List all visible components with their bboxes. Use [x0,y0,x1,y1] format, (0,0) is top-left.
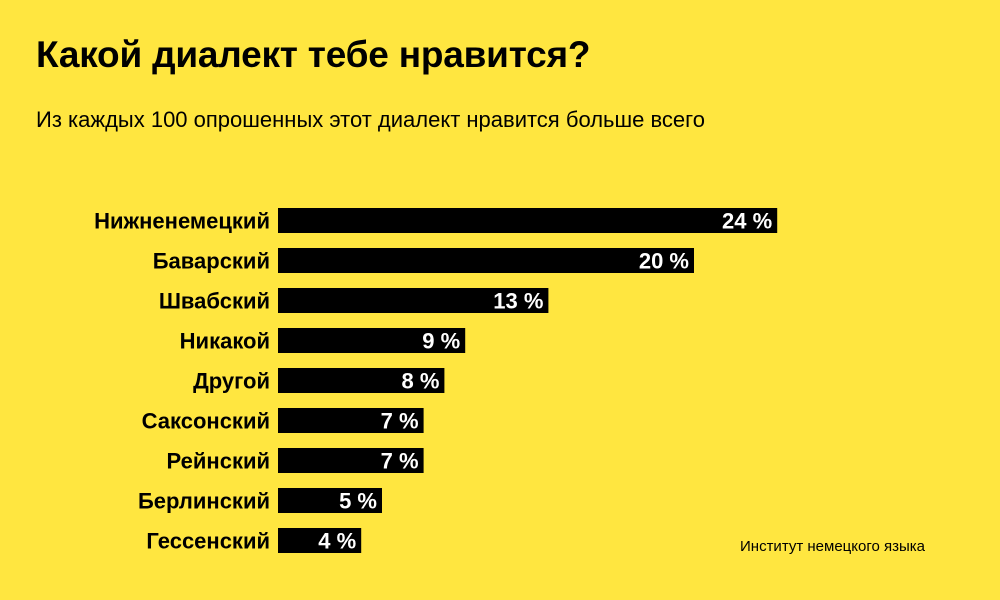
bar [278,448,424,473]
category-label: Никакой [180,329,270,354]
bar [278,368,445,393]
category-label: Швабский [159,289,270,314]
category-label: Саксонский [142,409,270,434]
bar [278,528,362,553]
category-label: Нижненемецкий [94,209,270,234]
bar [278,248,694,273]
bar [278,488,382,513]
source-credit: Институт немецкого языка [740,538,926,555]
value-label: 9 % [422,329,460,354]
bar [278,288,549,313]
value-label: 5 % [339,489,377,514]
value-label: 8 % [401,369,439,394]
value-label: 24 % [722,209,772,234]
category-label: Баварский [153,249,270,274]
category-label: Другой [193,369,270,394]
bar [278,328,466,353]
bar [278,408,424,433]
value-label: 4 % [318,529,356,554]
bar [278,208,778,233]
category-label: Гессенский [146,529,270,554]
category-label: Рейнский [167,449,270,474]
value-label: 7 % [381,409,419,434]
chart-subtitle: Из каждых 100 опрошенных этот диалект нр… [36,107,705,132]
category-label: Берлинский [138,489,270,514]
value-label: 20 % [639,249,689,274]
value-label: 7 % [381,449,419,474]
value-label: 13 % [493,289,543,314]
chart-title: Какой диалект тебе нравится? [36,34,591,75]
